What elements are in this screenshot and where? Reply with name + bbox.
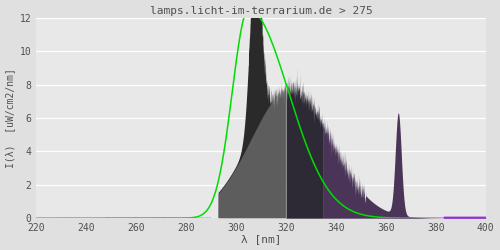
X-axis label: λ [nm]: λ [nm] [240,234,281,244]
Y-axis label: I(λ)  [uW/cm2/nm]: I(λ) [uW/cm2/nm] [6,68,16,168]
Title: lamps.licht-im-terrarium.de > 275: lamps.licht-im-terrarium.de > 275 [150,6,372,16]
